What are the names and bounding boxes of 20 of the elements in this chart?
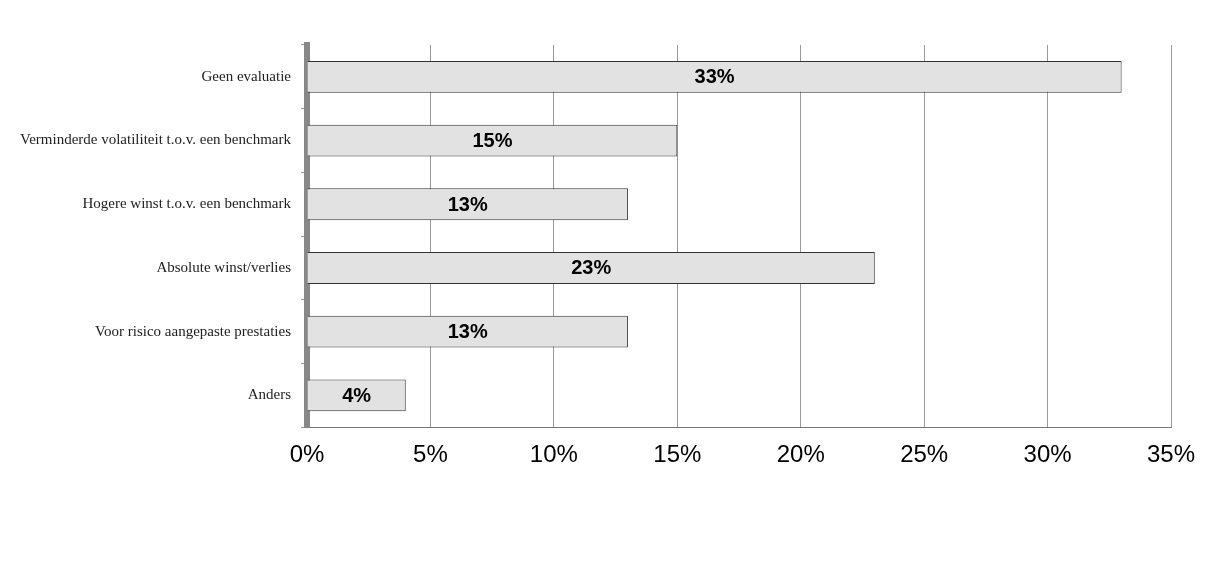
x-tick-label: 10% bbox=[529, 440, 578, 468]
x-tick-label: 35% bbox=[1146, 440, 1196, 468]
y-tick-label: Verminderde volatiliteit t.o.v. een benchmark bbox=[19, 131, 292, 148]
x-tick-label: 15% bbox=[653, 440, 702, 468]
data-label: 4% bbox=[342, 383, 372, 406]
x-tick-label: 25% bbox=[900, 440, 949, 468]
y-tick-label: Hogere winst t.o.v. een benchmark bbox=[82, 195, 292, 212]
data-label: 33% bbox=[694, 65, 735, 88]
data-label: 13% bbox=[447, 192, 488, 215]
data-label: 13% bbox=[447, 320, 488, 343]
x-tick-label: 30% bbox=[1023, 440, 1072, 468]
x-tick-label: 20% bbox=[776, 440, 825, 468]
x-tick-label: 5% bbox=[413, 440, 448, 468]
x-tick-label: 0% bbox=[289, 440, 325, 468]
data-label: 15% bbox=[472, 129, 513, 152]
y-tick-label: Voor risico aangepaste prestaties bbox=[95, 322, 292, 339]
y-tick-label: Anders bbox=[247, 386, 292, 403]
data-label: 23% bbox=[571, 256, 612, 279]
y-tick-label: Absolute winst/verlies bbox=[156, 258, 292, 275]
y-tick-label: Geen evaluatie bbox=[201, 67, 292, 84]
